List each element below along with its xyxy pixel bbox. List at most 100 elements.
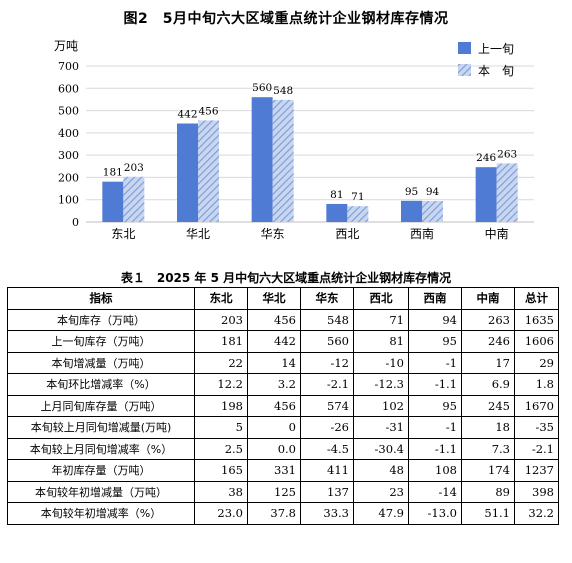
table-cell: -2.1 [514, 437, 559, 460]
table-row: 本旬较上月同旬增减率（%） 2.5 0.0 -4.5 -30.4 -1.1 7.3 -2.1 [7, 437, 559, 460]
bar-current [422, 201, 443, 222]
table-cell: -4.5 [300, 437, 354, 460]
table-cell: 48 [353, 459, 409, 482]
table-cell: 456 [247, 308, 301, 331]
data-label: 548 [273, 85, 293, 97]
data-label: 560 [252, 82, 272, 94]
table-cell: 181 [194, 330, 248, 353]
row-label: 本旬较年初增减量（万吨） [7, 480, 195, 503]
table-cell: 165 [194, 459, 248, 482]
table-cell: 23.0 [194, 502, 248, 525]
table-cell: 95 [408, 394, 462, 417]
y-tick-label: 200 [58, 171, 79, 184]
row-label: 年初库存量（万吨） [7, 459, 195, 482]
table-cell: 71 [353, 308, 409, 331]
header-zhongnan: 中南 [461, 287, 515, 310]
header-xinan: 西南 [408, 287, 462, 310]
bar-previous [326, 203, 348, 222]
table-cell: 108 [408, 459, 462, 482]
table-cell: 1670 [514, 394, 559, 417]
y-tick-label: 400 [58, 127, 79, 140]
table-cell: 2.5 [194, 437, 248, 460]
row-label: 本旬环比增减率（%） [7, 373, 195, 396]
table-cell: 33.3 [300, 502, 354, 525]
table-cell: 0.0 [247, 437, 301, 460]
y-axis-label: 万吨 [54, 39, 78, 53]
y-tick-label: 700 [58, 60, 79, 73]
row-label: 上月同旬库存量（万吨） [7, 394, 195, 417]
x-tick-label: 西南 [410, 226, 434, 241]
table-cell: 7.3 [461, 437, 515, 460]
x-tick-label: 中南 [485, 226, 509, 241]
table-cell: -26 [300, 416, 354, 439]
table-cell: 442 [247, 330, 301, 353]
x-tick-label: 东北 [111, 227, 135, 241]
table-cell: -1 [408, 416, 462, 439]
legend-swatch [458, 42, 471, 54]
table-cell: 174 [461, 459, 515, 482]
header-total: 总计 [514, 287, 559, 310]
table-cell: 548 [300, 308, 354, 331]
bar-current [198, 120, 219, 222]
table-cell: -10 [353, 351, 409, 374]
table-cell: 95 [408, 330, 462, 353]
table-cell: 37.8 [247, 502, 301, 525]
data-label: 442 [177, 108, 197, 120]
table-cell: 1606 [514, 330, 559, 353]
data-label: 203 [124, 162, 144, 174]
table-cell: 81 [353, 330, 409, 353]
table-cell: 94 [408, 308, 462, 331]
table-cell: 456 [247, 394, 301, 417]
table-cell: 263 [461, 308, 515, 331]
table-cell: 23 [353, 480, 409, 503]
bar-current [496, 163, 518, 222]
table-cell: 331 [247, 459, 301, 482]
table-cell: -12.3 [353, 373, 409, 396]
table-row: 本旬环比增减率（%） 12.2 3.2 -2.1 -12.3 -1.1 6.9 1.8 [7, 373, 559, 396]
table-cell: 17 [461, 351, 515, 374]
header-dongbei: 东北 [194, 287, 248, 310]
header-huadong: 华东 [300, 287, 354, 310]
table-row: 本旬较上月同旬增减量(万吨) 5 0 -26 -31 -1 18 -35 [7, 416, 559, 439]
table-cell: 246 [461, 330, 515, 353]
table-cell: 89 [461, 480, 515, 503]
table-row: 上一旬库存（万吨） 181 442 560 81 95 246 1606 [7, 330, 559, 353]
table-cell: 411 [300, 459, 354, 482]
table-cell: 12.2 [194, 373, 248, 396]
legend-label: 上一旬 [478, 42, 514, 56]
row-label: 本旬增减量（万吨） [7, 351, 195, 374]
table-cell: -12 [300, 351, 354, 374]
table-cell: 0 [247, 416, 301, 439]
table-cell: 560 [300, 330, 354, 353]
table-cell: -1.1 [408, 437, 462, 460]
table-cell: 3.2 [247, 373, 301, 396]
table-cell: 574 [300, 394, 354, 417]
data-label: 95 [405, 186, 418, 198]
table-cell: -14 [408, 480, 462, 503]
table-cell: 32.2 [514, 502, 559, 525]
table-cell: 6.9 [461, 373, 515, 396]
x-tick-label: 华东 [261, 227, 285, 241]
legend-label: 本 旬 [478, 64, 514, 78]
row-label: 本旬较上月同旬增减率（%） [7, 437, 195, 460]
table-row: 本旬较年初增减率（%） 23.0 37.8 33.3 47.9 -13.0 51.1 32.2 [7, 502, 559, 525]
data-label: 94 [426, 186, 440, 198]
y-tick-label: 500 [58, 105, 79, 118]
x-tick-label: 华北 [186, 227, 210, 241]
bar-previous [177, 123, 198, 222]
table-cell: 198 [194, 394, 248, 417]
row-label: 本旬较年初增减率（%） [7, 502, 195, 525]
bar-current [347, 206, 369, 222]
y-tick-label: 0 [72, 216, 79, 229]
y-tick-label: 600 [58, 82, 79, 95]
legend-swatch [458, 64, 471, 76]
table-title: 表１ 2025 年 5 月中旬六大区域重点统计企业钢材库存情况 [120, 271, 452, 285]
row-label: 本旬库存（万吨） [7, 308, 195, 331]
data-label: 456 [198, 105, 218, 117]
bar-current [272, 99, 294, 222]
table-cell: -1 [408, 351, 462, 374]
table-cell: 137 [300, 480, 354, 503]
table-cell: 245 [461, 394, 515, 417]
table-cell: -35 [514, 416, 559, 439]
